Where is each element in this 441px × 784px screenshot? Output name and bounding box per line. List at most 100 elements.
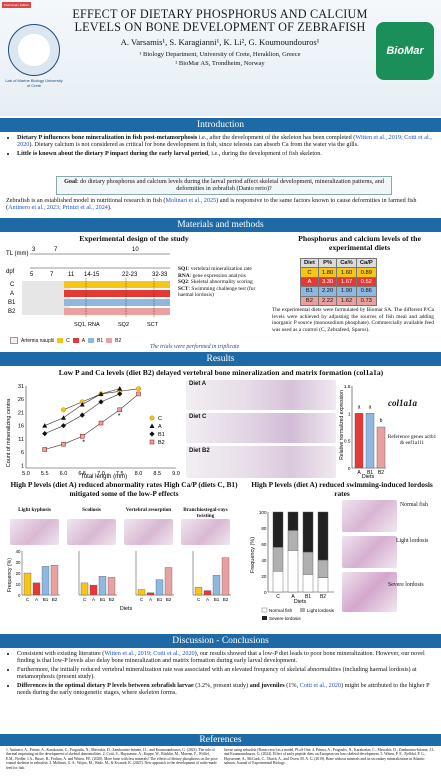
introduction-heading: Introduction xyxy=(0,118,441,132)
x-tick-label: B1 xyxy=(367,470,373,476)
stack-normal-fish xyxy=(317,577,329,593)
references-right: larvae using zebrafish (Danio rerio) as … xyxy=(224,748,435,766)
dpf-label: dpf xyxy=(6,269,15,275)
results-heading: Results xyxy=(0,352,441,366)
x-tick-label: B2 xyxy=(52,597,58,602)
y-tick-label: 1.5 xyxy=(344,384,351,390)
abbr-rna-val: gene expression analysis xyxy=(192,272,246,279)
stack-severe-lordosis xyxy=(287,511,299,531)
cell: 0.89 xyxy=(355,267,377,278)
x-tick-label: 8.5 xyxy=(153,471,161,477)
x-tick-label: 8.0 xyxy=(135,471,143,477)
bar-a xyxy=(89,584,98,596)
x-tick-label: A xyxy=(357,470,361,476)
light-lordosis-label: Light lordosis xyxy=(396,538,429,544)
abbreviations: SQ1: vertebral mineralization rate RNA: … xyxy=(178,266,268,299)
bar-b1 xyxy=(365,413,375,469)
lord-xlabel: Diets xyxy=(294,599,307,605)
intro-b2-rest: , i.e., during the development of fish s… xyxy=(208,149,322,157)
point-b1 xyxy=(79,412,85,418)
abnormality-image xyxy=(181,519,230,545)
x-tick-label: C xyxy=(83,597,87,602)
x-tick-label: B1 xyxy=(43,597,49,602)
legend-severe-swatch xyxy=(262,616,267,620)
y-tick-label: 40 xyxy=(261,558,267,563)
diet-header-p: P% xyxy=(317,257,338,269)
intro-b1-rest: i.e., after the development of the skele… xyxy=(197,134,356,141)
legend-a-swatch xyxy=(72,338,79,343)
legend-artemia: Artemia nauplii xyxy=(21,337,55,344)
y-tick-label: 60 xyxy=(261,542,267,547)
diet-note: The experimental diets were formulated b… xyxy=(272,307,434,333)
gene-name: col1a1a xyxy=(388,398,417,408)
point-b2 xyxy=(80,434,85,439)
cell: A xyxy=(300,276,319,288)
x-tick-label: B2 xyxy=(320,594,326,600)
legend-marker-b1 xyxy=(149,431,155,437)
discussion-heading: Discussion - Conclusions xyxy=(0,634,441,648)
severe-lordosis-image xyxy=(342,572,397,612)
intro-para-end: ). xyxy=(107,204,112,212)
diet-c-label: Diet C xyxy=(189,414,207,420)
intro-para-start: Zebrafish is an established model in nut… xyxy=(6,197,166,204)
row-c-label: C xyxy=(10,282,15,288)
stack-normal-fish xyxy=(287,550,299,593)
point-b2 xyxy=(117,407,122,413)
diet-c-bar xyxy=(64,281,170,288)
diet-b2-bar xyxy=(64,308,170,315)
intro-bullet-1: Dietary P influences bone mineralization… xyxy=(17,134,436,149)
bar-b2 xyxy=(376,426,386,469)
y-tick-label: 6 xyxy=(21,450,24,456)
abbr-sq1: SQ1: vertebral mineralization rate xyxy=(178,266,252,272)
severe-lordosis-label: Severe lordosis xyxy=(388,582,424,588)
significance-star: * xyxy=(118,413,121,420)
diet-a-label: Diet A xyxy=(189,381,207,387)
lordosis-stacked-chart: Frequency (%) Diets 0 20 40 60 80 100 C A B1 B2 N… xyxy=(250,510,335,621)
legend-b1: B1 xyxy=(97,337,104,344)
diet-row-a: A 3.30 1.67 0.52 xyxy=(300,276,377,288)
abbr-sct-key: SCT xyxy=(178,285,189,292)
y-tick-label: 0.5 xyxy=(344,439,351,445)
abbr-rna-key: RNA xyxy=(178,272,190,279)
legend-normal-swatch xyxy=(261,607,268,613)
diet-a-image xyxy=(186,380,336,410)
university-logo xyxy=(8,24,60,76)
point-a xyxy=(79,402,85,407)
cell: 1.67 xyxy=(336,276,357,288)
disc-b3-cite[interactable]: Cotti et al., 2020 xyxy=(299,681,342,689)
legend-marker-c xyxy=(149,415,155,421)
abnormality-image xyxy=(67,519,116,545)
x-tick-label: B1 xyxy=(305,594,311,600)
diet-table: Diet P% Ca% Ca/P C 1.80 1.60 0.89 A 3.30 1.67… xyxy=(300,257,377,306)
stack-normal-fish xyxy=(272,570,284,593)
diet-header-ca: Ca% xyxy=(336,257,357,269)
abnormality-panels: Light kyphosis Scoliosis Vertebral resorpt… xyxy=(6,507,246,611)
dpf-tick-3: 11 xyxy=(68,272,75,278)
abn-ylabel: Frequency (%) xyxy=(7,558,13,592)
point-c xyxy=(61,407,66,413)
x-tick-label: A xyxy=(92,597,96,602)
abbr-sq2-val: Skeletal abnormality scoring xyxy=(190,279,253,286)
x-tick-label: B2 xyxy=(109,597,115,602)
x-tick-label: 6.5 xyxy=(78,471,86,477)
point-b2 xyxy=(42,447,47,452)
bar-c xyxy=(137,589,146,596)
cell: 1.90 xyxy=(336,286,357,297)
y-tick-label: 31 xyxy=(18,384,24,390)
x-tick-label: 7.5 xyxy=(116,471,124,477)
dpf-tick-2: 7 xyxy=(50,272,54,278)
disc-b1-cite[interactable]: Witten et al., 2019; Cotti et al., 2020 xyxy=(104,650,195,657)
intro-para-cite[interactable]: Molinari et al., 2025 xyxy=(165,197,217,204)
triplicate-note: The trials were performed in triplicate xyxy=(150,344,240,350)
significance-letter: b xyxy=(380,418,383,424)
y-tick-label: 20 xyxy=(261,574,267,579)
intro-para-cite2[interactable]: Antinero et al., 2023; Printzi et al., 2… xyxy=(8,204,108,212)
x-tick-label: 5.0 xyxy=(22,471,30,477)
dpf-tick-4: 14-15 xyxy=(84,272,100,278)
legend-b1-swatch xyxy=(88,338,95,343)
intro-b1-cite[interactable]: Witten et al., 2019; Cotti et al., 2020 xyxy=(17,134,432,149)
intro-b1-bold: Dietary P influences bone mineralization… xyxy=(17,134,198,141)
x-tick-label: B2 xyxy=(378,470,384,476)
diet-header-diet: Diet xyxy=(300,257,319,269)
significance-star: * xyxy=(82,439,85,446)
